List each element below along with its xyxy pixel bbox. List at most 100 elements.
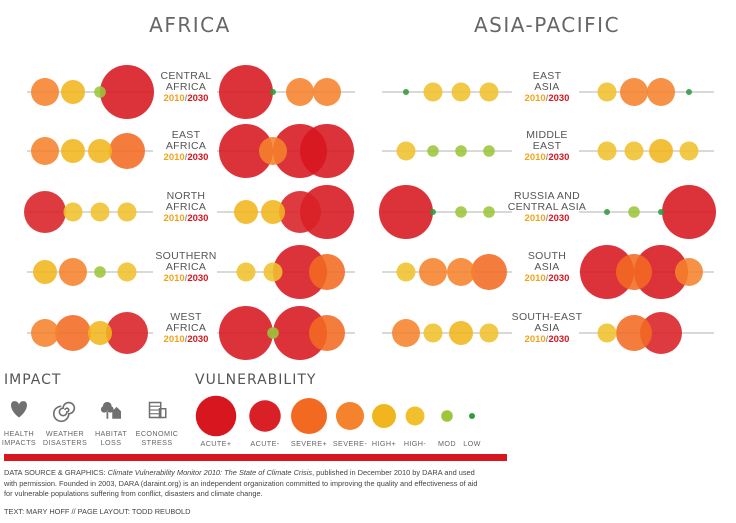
impact-legend-label: DISASTERS <box>43 438 87 447</box>
region-name: ASIA <box>534 261 559 273</box>
bubble-2010-high-plus <box>88 139 112 163</box>
legend-swatch-acute-plus <box>195 395 237 437</box>
impact-legend-label: IMPACTS <box>2 438 36 447</box>
year-2030: 2030 <box>548 93 569 104</box>
legend-level-label: ACUTE+ <box>201 439 232 448</box>
year-2010: 2010 <box>525 334 546 345</box>
bubble-2010-severe-plus <box>471 254 507 290</box>
bubble-2030-low <box>686 89 692 95</box>
bubble-2030-low <box>658 209 664 215</box>
region-name: WEST <box>170 311 202 323</box>
region-name: SOUTHERN <box>155 250 216 262</box>
bubble-2030-severe-plus <box>616 315 652 351</box>
region-name: AFRICA <box>166 261 206 273</box>
bubble-2030-acute-plus <box>219 306 273 360</box>
year-2010: 2010 <box>164 273 185 284</box>
year-2030: 2030 <box>548 213 569 224</box>
bubble-2010-high <box>479 82 499 102</box>
legend-level-label: LOW <box>463 439 481 448</box>
region-name: MIDDLE <box>526 129 567 141</box>
legend-swatch-severe-plus <box>291 398 327 434</box>
legend-level-label: HIGH- <box>404 439 427 448</box>
legend-level-label: SEVERE+ <box>291 439 327 448</box>
impact-legend-label: LOSS <box>101 438 122 447</box>
bubble-2030-high <box>679 141 699 161</box>
legend-swatch-mod <box>441 410 453 422</box>
bubble-2030-high-plus <box>649 139 673 163</box>
year-sep: / <box>185 334 188 345</box>
spiral-icon <box>52 401 76 423</box>
impact-legend-label: HABITAT <box>95 429 127 438</box>
vulnerability-legend-title: VULNERABILITY <box>195 372 316 388</box>
bubble-2010-severe <box>31 319 59 347</box>
bubble-2010-high <box>117 202 137 222</box>
impact-legend-label: WEATHER <box>46 429 84 438</box>
bubble-2030-acute-plus <box>273 245 327 299</box>
bubble-2010-low <box>430 209 436 215</box>
bubble-2010-acute-plus <box>379 185 433 239</box>
years-label: 2010/2030 <box>525 334 570 345</box>
year-sep: / <box>546 93 549 104</box>
year-sep: / <box>185 213 188 224</box>
bubble-2030-acute <box>640 312 682 354</box>
bubble-2030-high <box>597 82 617 102</box>
bubble-2010-high-plus <box>449 321 473 345</box>
bubble-2010-high-plus <box>61 139 85 163</box>
bubble-2030-high-plus <box>234 200 258 224</box>
years-label: 2010/2030 <box>525 213 570 224</box>
credits-line: TEXT: MARY HOFF // PAGE LAYOUT: TODD REU… <box>4 507 191 516</box>
region-name: EAST <box>533 140 562 152</box>
source-title: Climate Vulnerability Monitor 2010: The … <box>107 468 313 477</box>
bubble-2030-acute <box>279 191 321 233</box>
bubble-2010-mod <box>455 206 467 218</box>
bubble-2030-acute-plus <box>219 65 273 119</box>
region-name: SOUTH <box>528 250 566 262</box>
bubble-2030-mod <box>628 206 640 218</box>
region-name: CENTRAL ASIA <box>508 201 586 213</box>
bubble-2010-acute <box>106 312 148 354</box>
bubble-2010-high <box>451 82 471 102</box>
bubble-2010-mod <box>483 206 495 218</box>
legend-swatch-high <box>405 406 425 426</box>
bubble-2030-acute-plus <box>634 245 688 299</box>
bubble-2030-severe <box>259 137 287 165</box>
year-2030: 2030 <box>187 213 208 224</box>
year-sep: / <box>546 334 549 345</box>
bubble-2030-low <box>604 209 610 215</box>
region-name: CENTRAL <box>160 70 211 82</box>
bubble-2010-mod <box>483 145 495 157</box>
year-2010: 2010 <box>164 213 185 224</box>
bubble-2030-acute-plus <box>300 124 354 178</box>
legend-level-label: HIGH+ <box>372 439 396 448</box>
impact-legend-label: HEALTH <box>4 429 34 438</box>
year-2030: 2030 <box>187 152 208 163</box>
tree-house-icon <box>100 401 121 419</box>
bubble-2010-acute <box>24 191 66 233</box>
bubble-2010-high <box>396 262 416 282</box>
region-name: ASIA <box>534 322 559 334</box>
bubble-2010-mod <box>427 145 439 157</box>
legend-swatch-low <box>469 413 475 419</box>
bubble-2010-high-plus <box>61 80 85 104</box>
bubble-2010-high <box>423 82 443 102</box>
bubble-2010-severe <box>59 258 87 286</box>
asia-pacific-panel-title: ASIA-PACIFIC <box>474 13 620 37</box>
year-2030: 2030 <box>548 152 569 163</box>
bubble-2010-severe <box>31 78 59 106</box>
year-2030: 2030 <box>548 334 569 345</box>
legend-level-label: ACUTE- <box>250 439 279 448</box>
impact-legend-label: STRESS <box>141 438 172 447</box>
bubble-2010-low <box>403 89 409 95</box>
bubble-2010-high <box>63 202 83 222</box>
legend-level-label: SEVERE- <box>333 439 368 448</box>
region-name: EAST <box>533 70 562 82</box>
year-2010: 2010 <box>164 334 185 345</box>
